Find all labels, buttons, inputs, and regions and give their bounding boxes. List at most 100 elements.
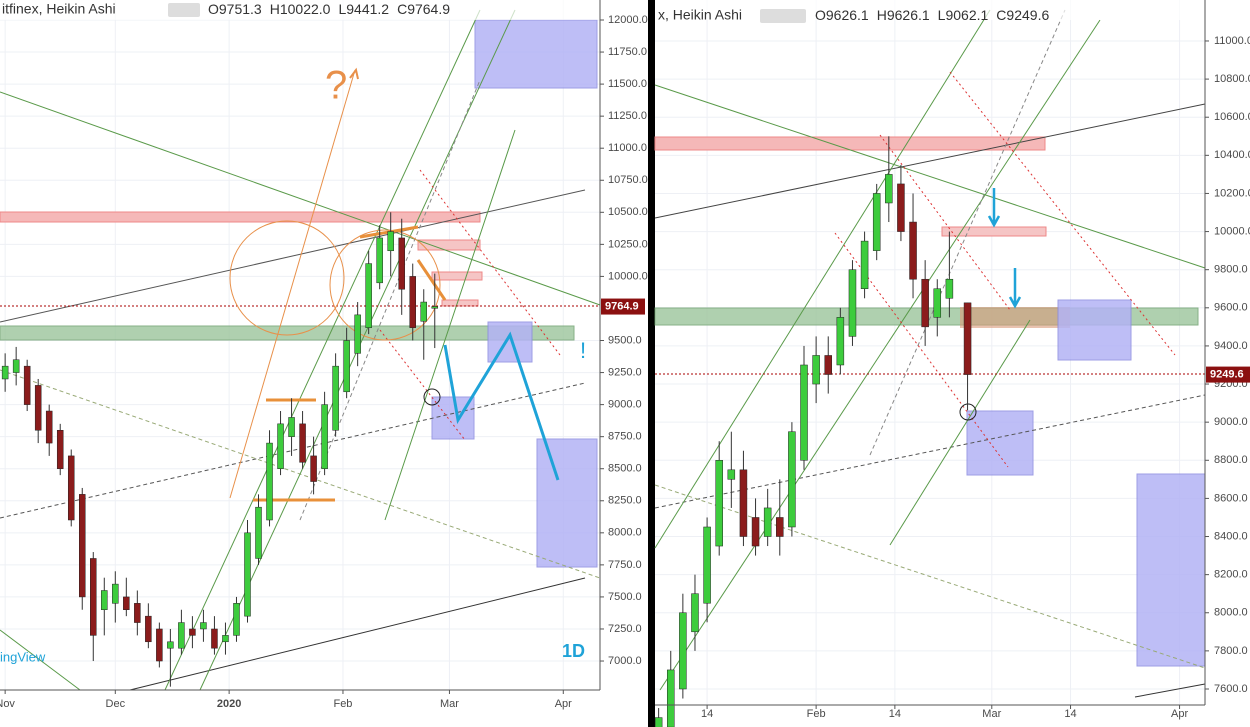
- channel: [949, 71, 1176, 356]
- ohlc-prefix: O: [815, 7, 826, 23]
- candle-body: [79, 494, 86, 598]
- ohlc-prefix: O: [208, 1, 219, 17]
- x-tick-label: Apr: [555, 698, 572, 710]
- ohlc-value: 9062.1: [945, 7, 988, 23]
- candles: [1, 212, 439, 687]
- candle-body: [332, 365, 339, 431]
- zone: [960, 307, 1070, 328]
- y-tick-label: 11000.0: [608, 142, 647, 154]
- x-tick-label: 2020: [217, 698, 241, 710]
- zone: [487, 321, 533, 363]
- circle: [329, 229, 441, 341]
- channel: [654, 9, 991, 549]
- mark: [416, 259, 447, 301]
- candle-body: [343, 340, 350, 393]
- trend-line: [654, 84, 1206, 269]
- zone: [654, 136, 1046, 151]
- candle-body: [715, 460, 723, 547]
- candle-body: [145, 615, 152, 643]
- y-tick-label: 9000.0: [1214, 416, 1248, 428]
- channel: [889, 319, 1031, 546]
- y-tick-label: 10600.0: [1214, 111, 1250, 123]
- candle-body: [45, 410, 53, 444]
- channel: [379, 329, 466, 441]
- y-tick-label: 10000.0: [1214, 225, 1250, 237]
- header-icons[interactable]: [168, 3, 200, 17]
- ohlc-value: 9441.2: [346, 1, 389, 17]
- channel: [834, 232, 1009, 468]
- candle-body: [266, 442, 273, 521]
- zone: [536, 438, 598, 568]
- y-tick-label: 9000.0: [608, 399, 642, 411]
- y-tick-label: 10250.0: [608, 238, 648, 250]
- ohlc-value: 9626.1: [826, 7, 869, 23]
- candle-body: [387, 231, 394, 252]
- candle-body: [90, 558, 97, 636]
- channel: [384, 129, 516, 521]
- y-tick-label: 8600.0: [1214, 492, 1248, 504]
- candle-body: [189, 628, 196, 636]
- y-tick-label: 8400.0: [1214, 530, 1248, 542]
- candle-body: [420, 301, 427, 322]
- x-tick-label: Nov: [0, 698, 15, 710]
- candle-body: [112, 583, 119, 604]
- candle-body: [101, 590, 108, 610]
- y-tick-label: 8000.0: [608, 527, 642, 539]
- ohlc: O9626.1 H9626.1 L9062.1 C9249.6: [815, 7, 1049, 23]
- candle-body: [211, 628, 218, 649]
- arrow: [987, 188, 1001, 228]
- trend-line: [654, 103, 1206, 219]
- header-bg: [0, 0, 600, 20]
- candle-body: [751, 517, 760, 547]
- x-tick-label: Mar: [440, 698, 459, 710]
- zone: [1136, 473, 1206, 667]
- ohlc-prefix: H: [270, 1, 280, 17]
- candle-body: [134, 603, 141, 623]
- candle-body: [703, 526, 711, 604]
- candle-body: [23, 365, 31, 405]
- annotation: ?: [325, 64, 347, 108]
- candle-body: [354, 314, 361, 354]
- y-tick-label: 8750.0: [608, 431, 642, 443]
- trend-line: [0, 382, 586, 519]
- y-tick-label: 12000.0: [608, 14, 648, 26]
- separator: [648, 0, 655, 727]
- candle-body: [963, 302, 972, 375]
- y-tick-label: 10800.0: [1214, 73, 1250, 85]
- candle-body: [56, 430, 64, 469]
- x-tick-label: Mar: [982, 708, 1001, 720]
- y-tick-label: 10400.0: [1214, 149, 1250, 161]
- candle-body: [812, 355, 820, 385]
- candle-body: [34, 385, 42, 431]
- x-tick-label: Dec: [106, 698, 126, 710]
- ohlc-prefix: L: [338, 1, 346, 17]
- candle-body: [222, 635, 229, 643]
- ohlc-value: 9249.6: [1006, 7, 1049, 23]
- circle: [229, 220, 345, 336]
- candle-body: [200, 622, 207, 630]
- y-tick-label: 8250.0: [608, 495, 642, 507]
- y-tick-label: 8200.0: [1214, 569, 1248, 581]
- y-tick-label: 8500.0: [608, 463, 642, 475]
- price-tag: [601, 298, 645, 315]
- zone: [0, 325, 575, 341]
- header-icons[interactable]: [760, 9, 806, 23]
- candle-body: [727, 469, 736, 480]
- ohlc-value: 10022.0: [280, 1, 331, 17]
- y-tick-label: 10500.0: [608, 206, 648, 218]
- y-tick-label: 11750.0: [608, 46, 647, 58]
- candle-body: [299, 423, 306, 463]
- y-tick-label: 10000.0: [608, 270, 648, 282]
- price-tag: [1206, 366, 1250, 383]
- candle-body: [872, 193, 881, 251]
- candle-body: [945, 278, 954, 299]
- channel: [164, 9, 481, 691]
- channel: [299, 79, 481, 521]
- y-tick-label: 9600.0: [1214, 302, 1248, 314]
- watermark: ingView: [0, 649, 46, 664]
- candle-body: [739, 469, 748, 537]
- ohlc-prefix: L: [938, 7, 946, 23]
- candle-body: [921, 278, 929, 328]
- candle-body: [776, 517, 784, 537]
